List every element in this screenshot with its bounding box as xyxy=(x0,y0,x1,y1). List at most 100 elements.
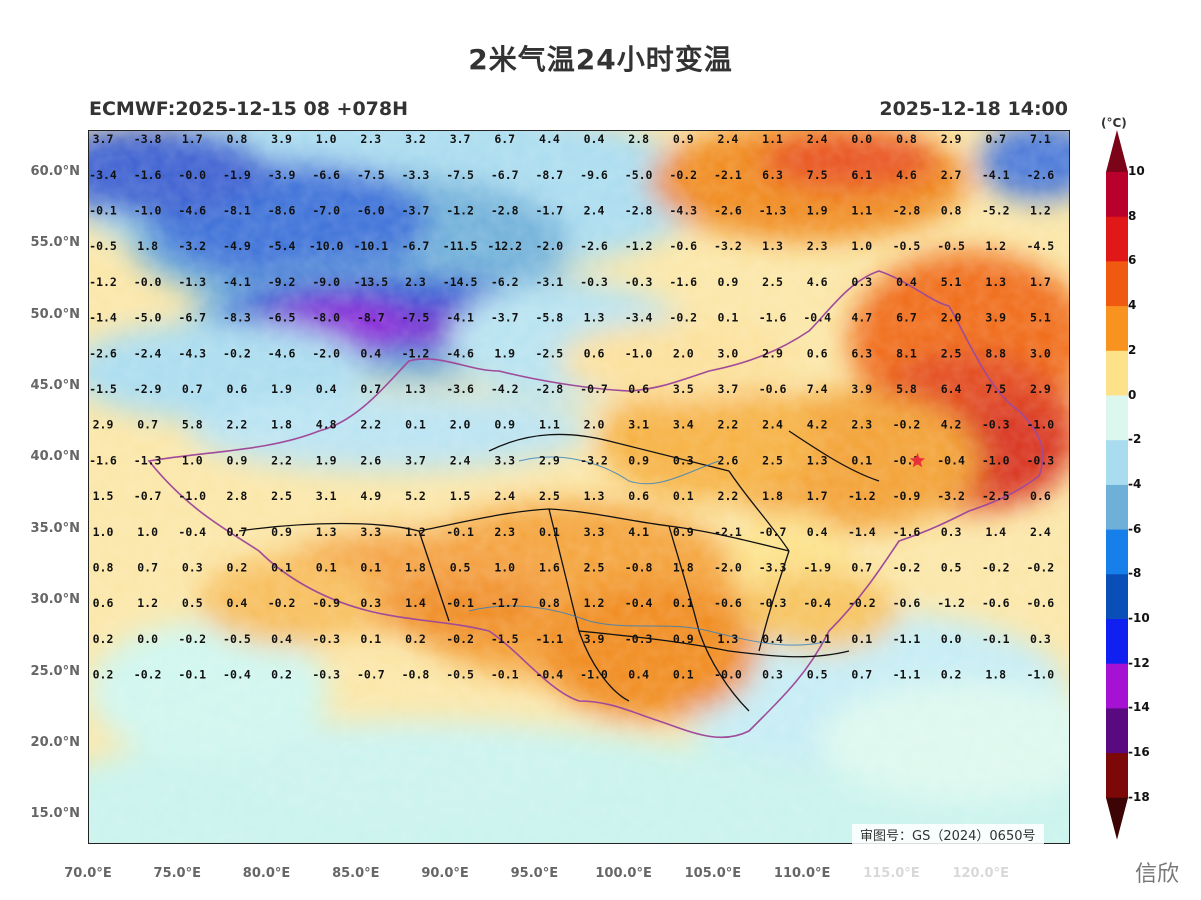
grid-value: -11.5 xyxy=(443,239,478,253)
grid-value: 2.0 xyxy=(584,418,605,432)
colorbar-tick-label: -18 xyxy=(1128,789,1150,804)
grid-value: -6.7 xyxy=(402,239,430,253)
grid-value: 7.5 xyxy=(807,168,828,182)
grid-value: 1.8 xyxy=(405,561,426,575)
grid-value: -0.2 xyxy=(223,346,251,360)
grid-value: -2.1 xyxy=(714,525,742,539)
grid-value: -3.2 xyxy=(580,453,608,467)
grid-value: 1.3 xyxy=(807,453,828,467)
grid-value: 2.0 xyxy=(450,418,471,432)
grid-value: -0.3 xyxy=(580,275,608,289)
grid-value: -3.3 xyxy=(402,168,430,182)
grid-value: 1.9 xyxy=(316,453,337,467)
grid-value: 0.4 xyxy=(227,596,248,610)
lat-tick-label: 15.0°N xyxy=(30,806,80,822)
colorbar-segment xyxy=(1106,350,1128,396)
grid-value: 4.6 xyxy=(807,275,828,289)
lat-tick-label: 20.0°N xyxy=(30,735,80,751)
grid-value: 2.3 xyxy=(360,132,381,146)
grid-value: -5.2 xyxy=(982,204,1010,218)
grid-value: 0.6 xyxy=(227,382,248,396)
grid-value: -2.0 xyxy=(714,561,742,575)
grid-value: 4.8 xyxy=(316,418,337,432)
grid-value: 2.3 xyxy=(851,418,872,432)
grid-value: 2.4 xyxy=(494,489,515,503)
grid-value: 2.4 xyxy=(762,418,783,432)
grid-value: -1.2 xyxy=(937,596,965,610)
grid-value: -2.8 xyxy=(625,204,653,218)
grid-value: -0.1 xyxy=(178,668,206,682)
colorbar-segment xyxy=(1106,261,1128,307)
grid-value: -0.4 xyxy=(223,668,251,682)
grid-value: 2.4 xyxy=(718,132,739,146)
grid-value: 0.4 xyxy=(807,525,828,539)
colorbar-segment xyxy=(1106,663,1128,709)
grid-value: -4.6 xyxy=(268,346,296,360)
grid-value: -0.0 xyxy=(714,668,742,682)
colorbar-segment xyxy=(1106,619,1128,665)
lon-tick-label: 90.0°E xyxy=(421,866,469,881)
grid-value: 3.0 xyxy=(718,346,739,360)
value-labels: 3.7 -3.8 1.7 0.8 3.9 1.0 2.3 3.2 3.7 6.7 4.4 0.4 2.8… xyxy=(89,132,1054,682)
grid-value: -1.2 xyxy=(89,275,117,289)
grid-value: -1.5 xyxy=(491,632,519,646)
grid-value: -1.4 xyxy=(89,311,117,325)
grid-value: 2.2 xyxy=(718,418,739,432)
grid-value: 0.7 xyxy=(985,132,1006,146)
grid-value: -5.0 xyxy=(134,311,162,325)
grid-value: 3.7 xyxy=(405,453,426,467)
grid-value: 0.8 xyxy=(941,204,962,218)
grid-value: 1.3 xyxy=(316,525,337,539)
grid-value: 0.3 xyxy=(182,561,203,575)
grid-value: -7.5 xyxy=(357,168,385,182)
grid-value: -4.1 xyxy=(446,311,474,325)
grid-value: -2.8 xyxy=(893,204,921,218)
grid-value: -5.0 xyxy=(625,168,653,182)
grid-value: -0.3 xyxy=(759,596,787,610)
grid-value: 3.9 xyxy=(584,632,605,646)
grid-value: -4.1 xyxy=(982,168,1010,182)
grid-value: 0.7 xyxy=(137,418,158,432)
grid-value: 3.5 xyxy=(673,382,694,396)
model-run-label: ECMWF:2025-12-15 08 +078H xyxy=(89,98,409,120)
grid-value: -0.4 xyxy=(937,453,965,467)
grid-value: -0.2 xyxy=(134,668,162,682)
grid-value: -0.0 xyxy=(134,275,162,289)
grid-value: 1.4 xyxy=(405,596,426,610)
grid-value: 0.6 xyxy=(93,596,114,610)
grid-value: -3.3 xyxy=(759,561,787,575)
grid-value: -1.1 xyxy=(893,632,921,646)
grid-value: 1.3 xyxy=(762,239,783,253)
grid-value: 0.0 xyxy=(941,632,962,646)
map-panel[interactable]: 3.7 -3.8 1.7 0.8 3.9 1.0 2.3 3.2 3.7 6.7 4.4 0.4 2.8… xyxy=(88,130,1070,844)
grid-value: 3.2 xyxy=(405,132,426,146)
grid-value: 1.0 xyxy=(182,453,203,467)
grid-value: 2.0 xyxy=(941,311,962,325)
grid-value: -6.2 xyxy=(491,275,519,289)
grid-value: 0.1 xyxy=(718,311,739,325)
grid-value: -0.4 xyxy=(625,596,653,610)
grid-value: 1.9 xyxy=(271,382,292,396)
grid-value: 0.8 xyxy=(896,132,917,146)
grid-value: 0.1 xyxy=(673,668,694,682)
grid-value: -0.7 xyxy=(357,668,385,682)
grid-value: 2.2 xyxy=(271,453,292,467)
grid-value: 0.7 xyxy=(360,382,381,396)
grid-value: -0.1 xyxy=(803,632,831,646)
grid-value: 1.2 xyxy=(137,596,158,610)
colorbar-segment xyxy=(1106,708,1128,754)
grid-value: -8.7 xyxy=(536,168,564,182)
grid-value: -6.0 xyxy=(357,204,385,218)
colorbar-segment xyxy=(1106,306,1128,352)
grid-value: -4.2 xyxy=(491,382,519,396)
grid-value: 0.9 xyxy=(673,632,694,646)
grid-value: -4.9 xyxy=(223,239,251,253)
grid-value: 2.5 xyxy=(539,489,560,503)
grid-value: 2.3 xyxy=(807,239,828,253)
grid-value: 0.2 xyxy=(941,668,962,682)
grid-value: -4.6 xyxy=(178,204,206,218)
grid-value: -4.3 xyxy=(669,204,697,218)
colorbar-unit: (°C) xyxy=(1101,116,1127,130)
colorbar-segment xyxy=(1106,574,1128,620)
grid-value: 1.2 xyxy=(985,239,1006,253)
